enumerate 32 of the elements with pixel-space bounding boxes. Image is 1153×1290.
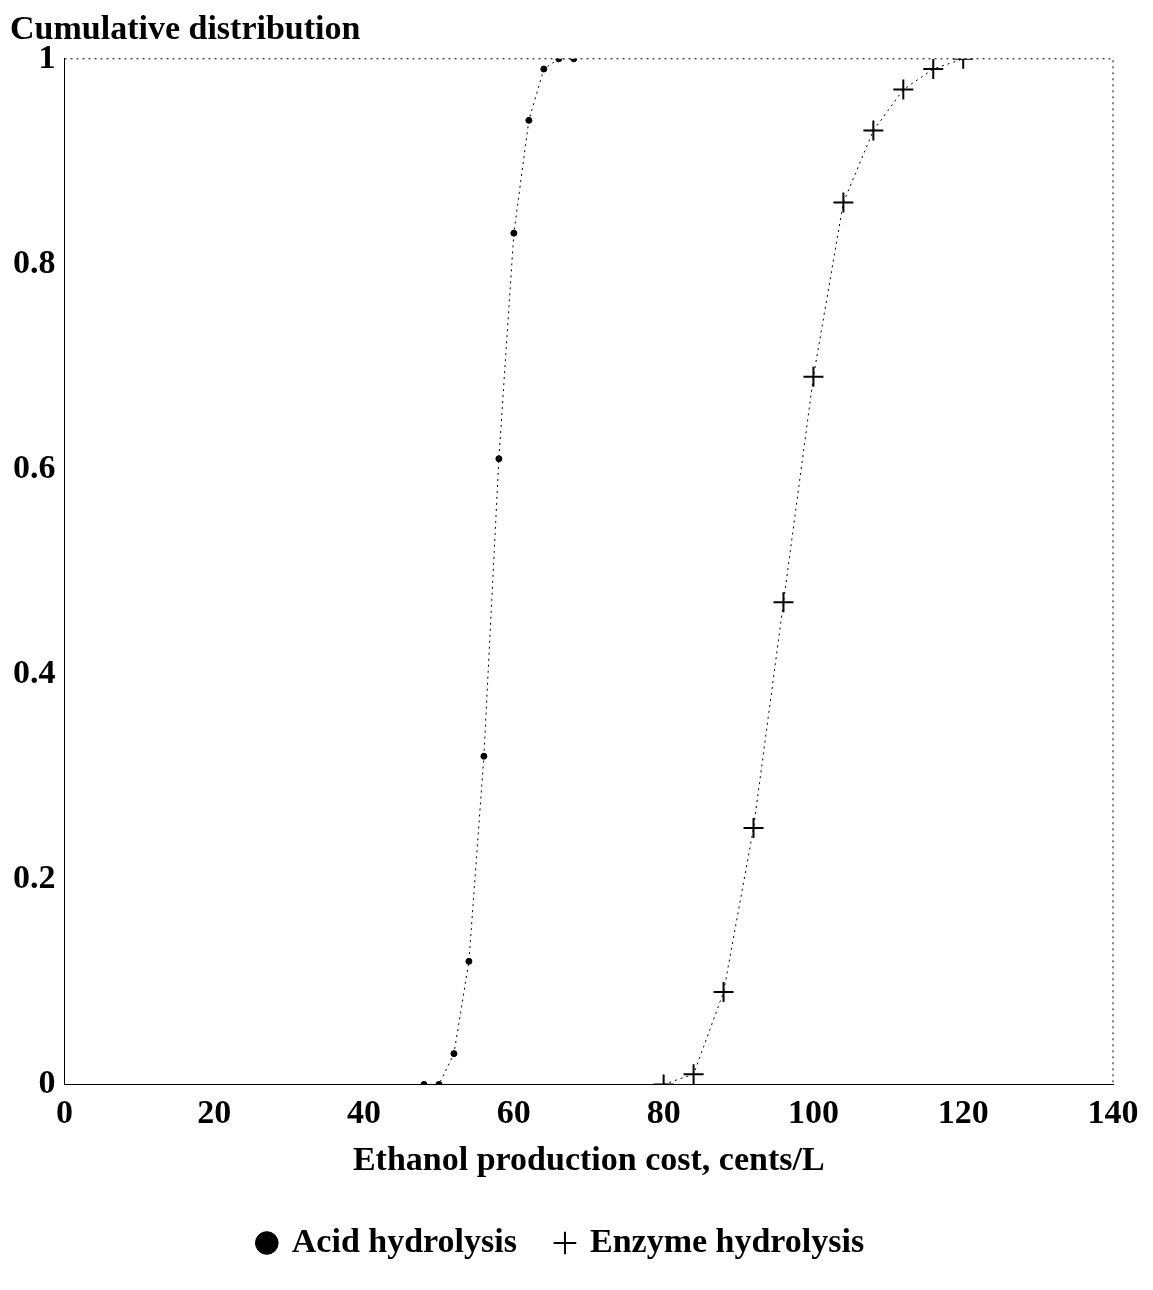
point [480, 752, 488, 760]
x-axis-title: Ethanol production cost, cents/L [352, 1140, 825, 1178]
y-axis-title: Cumulative distribution [10, 9, 361, 47]
y-tick-label: 0.8 [13, 242, 56, 280]
x-tick-label: 120 [937, 1092, 989, 1130]
y-tick-label: 0.6 [13, 447, 56, 485]
y-tick-label: 0.4 [13, 652, 56, 690]
point [832, 191, 855, 214]
legend-label: Enzyme hydrolysis [589, 1221, 865, 1259]
x-tick-label: 140 [1087, 1092, 1139, 1130]
x-tick-label: 60 [496, 1092, 531, 1130]
legend-label: Acid hydrolysis [291, 1221, 517, 1259]
x-tick-label: 100 [787, 1092, 839, 1130]
point [682, 1063, 705, 1085]
point [540, 65, 548, 73]
point [465, 957, 473, 965]
point [862, 119, 885, 142]
y-tick-label: 0.2 [13, 858, 56, 896]
point [495, 455, 503, 463]
point [510, 229, 518, 237]
point [712, 981, 735, 1004]
point [892, 78, 915, 101]
x-tick-label: 80 [646, 1092, 681, 1130]
point [450, 1050, 458, 1058]
point [802, 365, 825, 388]
point [772, 591, 795, 614]
x-tick-label: 20 [197, 1092, 232, 1130]
x-tick-label: 40 [347, 1092, 382, 1130]
point [922, 58, 945, 81]
point [742, 817, 765, 839]
y-tick-label: 0 [38, 1063, 56, 1101]
point [525, 116, 533, 124]
